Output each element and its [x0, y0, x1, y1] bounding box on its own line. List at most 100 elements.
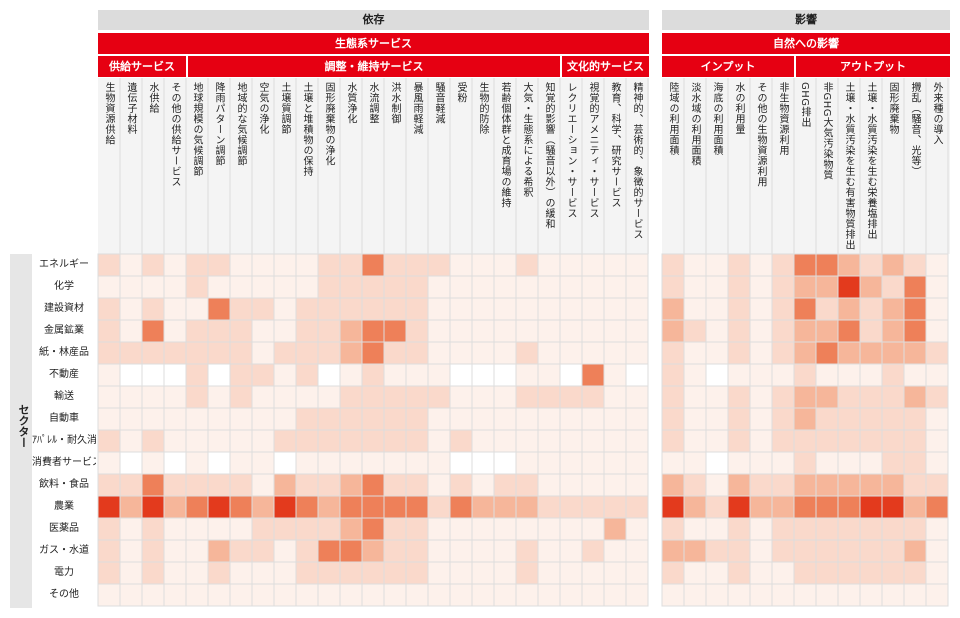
heat-cell — [471, 385, 495, 409]
heat-cell — [185, 385, 209, 409]
heat-cell — [581, 451, 605, 475]
column-label: 生物資源供給 — [103, 82, 114, 145]
heat-cell — [903, 451, 927, 475]
column-label: 暴風雨軽減 — [411, 82, 422, 135]
heat-cell — [119, 583, 143, 607]
heat-cell — [603, 429, 627, 453]
heat-cell — [273, 583, 297, 607]
heat-cell — [163, 319, 187, 343]
heat-cell — [815, 539, 839, 563]
heat-cell — [793, 583, 817, 607]
heat-cell — [559, 451, 583, 475]
heat-cell — [625, 583, 649, 607]
heat-cell — [295, 319, 319, 343]
heat-cell — [537, 517, 561, 541]
heat-cell — [207, 363, 231, 387]
column-label: 地域的な気候調節 — [235, 82, 246, 166]
heat-cell — [793, 385, 817, 409]
heat-cell — [903, 319, 927, 343]
heat-cell — [207, 451, 231, 475]
heat-cell — [771, 363, 795, 387]
heat-cell — [903, 275, 927, 299]
heat-cell — [749, 473, 773, 497]
heat-cell — [771, 407, 795, 431]
dependency-label-panel — [98, 78, 649, 254]
heat-cell — [683, 561, 707, 585]
heat-cell — [383, 583, 407, 607]
heat-cell — [449, 539, 473, 563]
heat-cell — [837, 583, 861, 607]
heat-cell — [317, 385, 341, 409]
heat-cell — [859, 473, 883, 497]
heat-cell — [661, 385, 685, 409]
heat-cell — [317, 341, 341, 365]
heat-cell — [559, 385, 583, 409]
heat-cell — [295, 407, 319, 431]
heat-cell — [141, 583, 165, 607]
column-label: 土壌・水質汚染を生む栄養塩排出 — [865, 82, 876, 240]
heat-cell — [515, 583, 539, 607]
heat-cell — [793, 319, 817, 343]
heat-cell — [793, 275, 817, 299]
column-label: 海底の利用面積 — [711, 82, 722, 156]
heat-cell — [471, 275, 495, 299]
heat-cell — [793, 495, 817, 519]
heat-cell — [141, 407, 165, 431]
heat-cell — [515, 451, 539, 475]
heat-cell — [625, 407, 649, 431]
ecosystem-services-header: 生態系サービス — [98, 33, 649, 54]
heat-cell — [163, 341, 187, 365]
heat-cell — [229, 407, 253, 431]
regulating-header: 調整・維持サービス — [188, 56, 560, 77]
row-label: 金属鉱業 — [44, 325, 84, 336]
heat-cell — [793, 473, 817, 497]
heat-cell — [493, 473, 517, 497]
heat-cell — [903, 583, 927, 607]
column-label: 知覚的影響（騒音以外）の緩和 — [543, 82, 554, 229]
heat-cell — [559, 583, 583, 607]
sector-axis-title-text: セクター — [17, 404, 30, 448]
heat-cell — [141, 517, 165, 541]
heat-cell — [493, 583, 517, 607]
heat-cell — [837, 253, 861, 277]
column-label: 地球規模の気候調節 — [191, 82, 202, 177]
heat-cell — [119, 561, 143, 585]
heat-cell — [515, 319, 539, 343]
heat-cell — [361, 583, 385, 607]
heat-cell — [163, 429, 187, 453]
heat-cell — [317, 473, 341, 497]
heat-cell — [339, 319, 363, 343]
heat-cell — [925, 451, 949, 475]
heat-cell — [207, 495, 231, 519]
heat-cell — [749, 407, 773, 431]
heat-cell — [295, 561, 319, 585]
heat-cell — [251, 561, 275, 585]
heat-cell — [581, 473, 605, 497]
heat-cell — [317, 275, 341, 299]
heat-cell — [881, 451, 905, 475]
heat-cell — [705, 517, 729, 541]
heat-cell — [339, 583, 363, 607]
sector-axis-title: セクター — [10, 254, 32, 608]
impact-label-panel — [662, 78, 950, 254]
heat-cell — [449, 429, 473, 453]
heat-cell — [295, 539, 319, 563]
heat-cell — [749, 341, 773, 365]
heat-cell — [251, 539, 275, 563]
heat-cell — [207, 407, 231, 431]
heat-cell — [141, 385, 165, 409]
cultural-header: 文化的サービス — [562, 56, 649, 77]
heat-cell — [815, 561, 839, 585]
heat-cell — [705, 297, 729, 321]
heat-cell — [361, 473, 385, 497]
heat-cell — [925, 583, 949, 607]
heat-cell — [793, 407, 817, 431]
heat-cell — [163, 253, 187, 277]
heat-cell — [581, 539, 605, 563]
heat-cell — [903, 429, 927, 453]
heat-cell — [603, 451, 627, 475]
heat-cell — [97, 253, 121, 277]
column-label: 若齢個体群と成育場の維持 — [499, 82, 510, 208]
heat-cell — [141, 495, 165, 519]
heat-cell — [141, 473, 165, 497]
